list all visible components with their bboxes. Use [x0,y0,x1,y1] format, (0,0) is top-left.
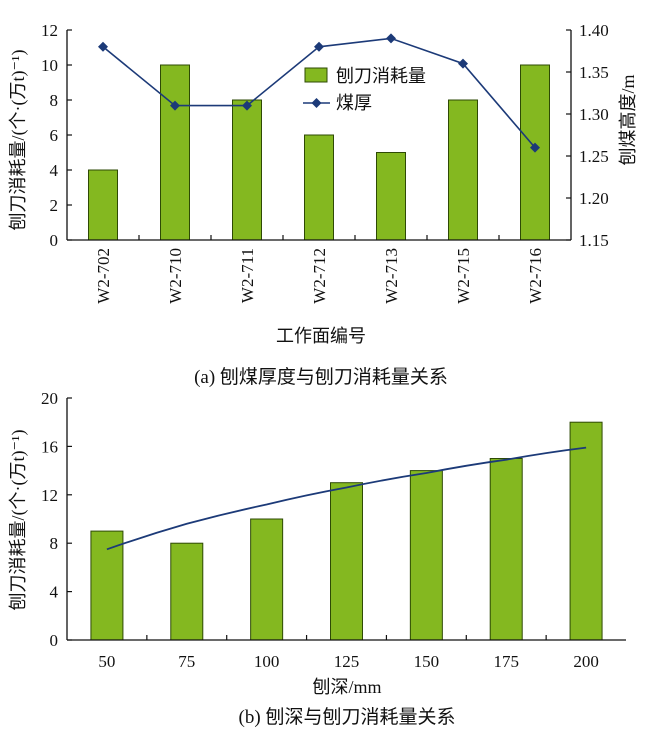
chart-b-x-tick-label: 125 [334,652,360,671]
chart-b-x-tick-label: 75 [178,652,195,671]
chart-a-x-ticks: W2-702 W2-710 W2-711 W2-712 W2-713 W2-715 W2-7… [94,235,545,304]
chart-a-line-point [242,100,252,111]
chart-a-bar [160,64,190,241]
chart-a-y-label: 刨刀消耗量/(个·(万t)⁻¹) [8,50,29,231]
chart-a-caption: (a) 刨煤厚度与刨刀消耗量关系 [194,366,448,388]
chart-b-y-tick-label: 12 [41,486,58,505]
chart-a-bar [376,152,406,241]
chart-a-legend: 刨刀消耗量 煤厚 [303,66,426,113]
chart-a-y2-tick-label: 1.15 [579,231,609,250]
chart-a-bar [232,99,262,241]
chart-b-bar [90,530,124,641]
chart-a-y-tick-label: 12 [41,21,58,40]
chart-a-y-ticks: 0 2 4 6 8 10 12 [41,21,72,250]
chart-b-bars [90,421,603,641]
chart-a-y2-tick-label: 1.20 [579,189,609,208]
chart-a-line-point [386,33,396,44]
chart-a-y-tick-label: 6 [50,126,59,145]
chart-b-y-tick-label: 4 [50,583,59,602]
chart-b-x-tick-label: 100 [254,652,280,671]
chart-b-caption: (b) 刨深与刨刀消耗量关系 [239,706,456,728]
chart-a-line-point [458,58,468,69]
chart-a-y2-tick-label: 1.30 [579,105,609,124]
chart-a-x-tick-label: W2-711 [238,248,257,303]
chart-a-y-tick-label: 0 [50,231,59,250]
chart-a-y2-tick-label: 1.35 [579,63,609,82]
chart-a-y2-tick-label: 1.40 [579,21,609,40]
chart-b-y-tick-label: 20 [41,389,58,408]
chart-b-bar [170,542,204,641]
chart-b-x-label: 刨深/mm [312,677,381,697]
chart-b-y-tick-label: 8 [50,534,59,553]
chart-a-line-point [314,41,324,52]
chart-b-x-tick-label: 200 [573,652,599,671]
chart-b-y-label: 刨刀消耗量/(个·(万t)⁻¹) [8,430,29,611]
chart-a-y2-label: 刨煤高度/m [618,74,638,165]
chart-b-x-tick-label: 150 [414,652,440,671]
chart-b-y-tick-label: 0 [50,631,59,650]
chart-a-line-point [170,100,180,111]
chart-b-y-tick-label: 16 [41,437,58,456]
chart-a-y-tick-label: 4 [50,161,59,180]
chart-a-bar [448,99,478,241]
chart-b-x-ticks: 50 75 100 125 150 175 200 [98,635,599,671]
chart-b-bar [409,470,443,641]
chart-a-x-tick-label: W2-715 [454,248,473,304]
chart-a-x-tick-label: W2-712 [310,248,329,304]
chart-a: 0 2 4 6 8 10 12 1.15 1.20 1.25 1.30 1.35 1.40 W2-70… [8,21,638,388]
chart-a-line-point [530,142,540,153]
chart-b-bar [489,458,523,641]
chart-a-y-tick-label: 2 [50,196,59,215]
chart-a-bars [88,64,550,241]
chart-a-x-tick-label: W2-702 [94,248,113,304]
chart-a-y-tick-label: 10 [41,56,58,75]
chart-a-x-tick-label: W2-710 [166,248,185,304]
chart-a-y2-tick-label: 1.25 [579,147,609,166]
chart-a-x-tick-label: W2-713 [382,248,401,304]
legend-bar-label: 刨刀消耗量 [336,66,426,86]
chart-a-bar [88,169,118,241]
chart-b: 0 4 8 12 16 20 50 75 100 125 150 175 200 刨刀消耗量/(个·(… [8,389,626,728]
chart-b-y-ticks: 0 4 8 12 16 20 [41,389,72,650]
chart-a-y2-ticks: 1.15 1.20 1.25 1.30 1.35 1.40 [566,21,609,250]
legend-bar-swatch [304,67,328,83]
chart-b-bar [250,518,284,641]
legend-diamond-marker [311,98,322,108]
chart-a-y-tick-label: 8 [50,91,59,110]
chart-a-x-label: 工作面编号 [276,326,366,346]
chart-b-bar [569,421,603,641]
chart-a-bar [304,134,334,241]
chart-a-markers [98,33,540,153]
chart-a-line-point [98,41,108,52]
chart-b-x-tick-label: 175 [493,652,519,671]
chart-b-x-tick-label: 50 [98,652,115,671]
chart-b-bar [330,482,363,641]
chart-b-trend-curve [106,446,587,551]
chart-a-x-tick-label: W2-716 [526,248,545,304]
legend-line-label: 煤厚 [336,93,372,113]
